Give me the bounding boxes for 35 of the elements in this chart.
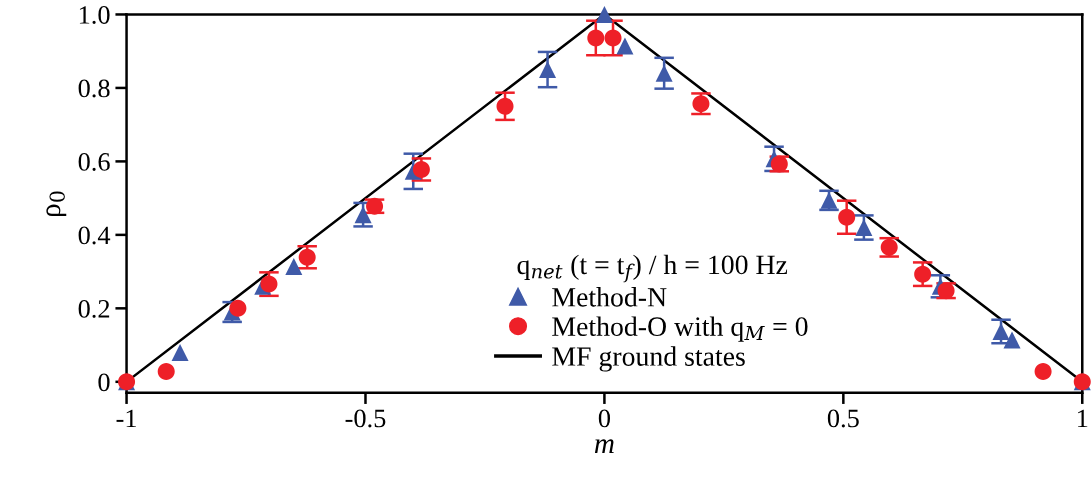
y-tick-label: 0.2 bbox=[78, 299, 110, 318]
legend-label: Method-O with q$_{M}$ = 0 bbox=[552, 316, 808, 342]
y-tick-label: 0.6 bbox=[78, 153, 110, 171]
legend-title: q$_{net}$ (t = t$_{f}$) / h = 100 Hz bbox=[517, 254, 788, 283]
point bbox=[229, 299, 247, 317]
x-tick-label: -0.5 bbox=[345, 409, 386, 428]
point bbox=[587, 29, 605, 47]
point bbox=[285, 257, 303, 275]
point bbox=[914, 265, 932, 283]
y-axis-title: ρ$_{0}$ bbox=[46, 191, 67, 217]
point bbox=[595, 5, 613, 23]
x-tick-label: 0.5 bbox=[827, 409, 859, 428]
point bbox=[260, 275, 278, 293]
point bbox=[838, 208, 856, 226]
point bbox=[1003, 331, 1021, 349]
y-tick-label: 0.8 bbox=[78, 79, 110, 98]
x-axis-title: m bbox=[594, 439, 614, 453]
point bbox=[855, 219, 873, 237]
point bbox=[496, 97, 514, 115]
y-tick-label: 0.4 bbox=[78, 226, 111, 245]
point bbox=[616, 37, 634, 55]
point bbox=[171, 343, 189, 361]
y-tick-label: 0 bbox=[98, 373, 110, 392]
y-tick-label: 1.0 bbox=[79, 6, 110, 24]
point bbox=[157, 363, 175, 381]
x-tick-label: -1 bbox=[116, 409, 136, 428]
point bbox=[604, 29, 622, 47]
legend-label: Method-N bbox=[552, 287, 667, 307]
x-tick-label: 0 bbox=[598, 409, 611, 428]
point bbox=[354, 206, 372, 224]
x-tick-label: 1 bbox=[1078, 409, 1088, 428]
point bbox=[655, 64, 673, 82]
point bbox=[1034, 363, 1052, 381]
legend-label: MF ground states bbox=[552, 346, 745, 372]
point bbox=[539, 61, 557, 79]
